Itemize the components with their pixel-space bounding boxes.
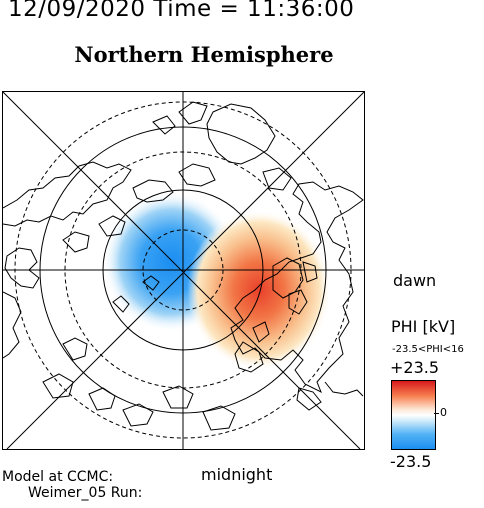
colorbar-title: PHI [kV] bbox=[391, 317, 456, 336]
coastlines bbox=[3, 101, 364, 431]
midnight-label: midnight bbox=[201, 465, 273, 484]
dawn-label: dawn bbox=[393, 271, 437, 290]
colorbar-min-label: -23.5 bbox=[390, 452, 432, 471]
run-label: Weimer_05 Run: bbox=[28, 485, 143, 501]
polar-map bbox=[2, 91, 365, 450]
colorbar-zero-tick bbox=[434, 413, 439, 414]
date-time-title: 12/09/2020 Time = 11:36:00 bbox=[8, 0, 355, 22]
potential-pattern bbox=[103, 192, 331, 370]
hemisphere-title: Northern Hemisphere bbox=[74, 42, 334, 67]
model-label: Model at CCMC: bbox=[2, 469, 114, 485]
colorbar bbox=[391, 380, 436, 450]
meridian-lines bbox=[3, 92, 364, 449]
colorbar-max-label: +23.5 bbox=[390, 358, 440, 377]
colorbar-range: -23.5<PHI<16 bbox=[392, 344, 464, 355]
colorbar-zero-label: 0 bbox=[440, 406, 447, 419]
